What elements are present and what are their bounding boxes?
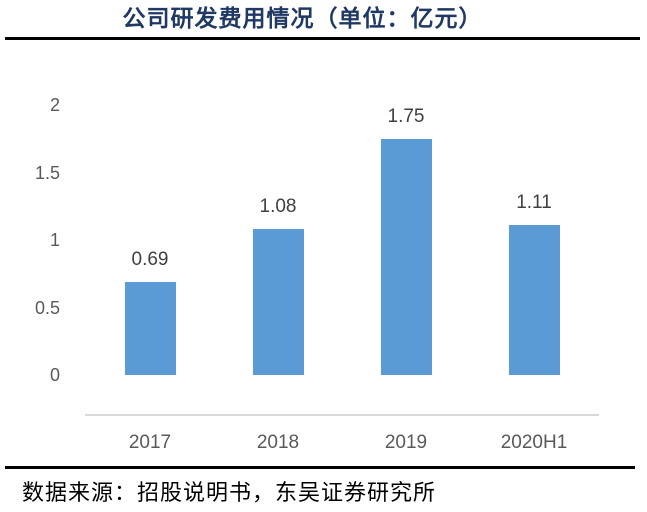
bar-2019 xyxy=(380,138,432,375)
bar-value-label: 1.11 xyxy=(516,192,552,214)
y-axis-tick-label: 0 xyxy=(49,365,60,385)
x-axis-category-label: 2019 xyxy=(384,432,428,453)
bar-2018 xyxy=(252,229,304,375)
y-axis-tick-label: 1.5 xyxy=(34,162,60,183)
top-rule xyxy=(5,37,640,40)
bar-value-label: 0.69 xyxy=(131,248,169,270)
plot-area: 0 0.5 1 1.5 2 0.69 1.08 1.75 1.11 2017 2018 2019 2… xyxy=(0,40,647,466)
y-axis-tick-label: 2 xyxy=(49,95,60,115)
y-axis-tick-label: 1 xyxy=(49,230,60,250)
x-axis-category-label: 2017 xyxy=(128,432,172,453)
y-axis-tick-label: 0.5 xyxy=(34,297,60,318)
bar-2020H1 xyxy=(508,225,560,375)
bottom-rule xyxy=(5,466,635,469)
bar-2017 xyxy=(124,281,176,375)
x-axis-line xyxy=(85,414,599,416)
x-axis-category-label: 2018 xyxy=(256,432,300,453)
chart-title: 公司研发费用情况（单位：亿元） xyxy=(122,6,483,31)
source-note: 数据来源：招股说明书，东吴证券研究所 xyxy=(22,480,437,505)
bar-value-label: 1.08 xyxy=(259,196,297,218)
x-axis-category-label: 2020H1 xyxy=(500,432,568,453)
bar-value-label: 1.75 xyxy=(387,105,425,127)
